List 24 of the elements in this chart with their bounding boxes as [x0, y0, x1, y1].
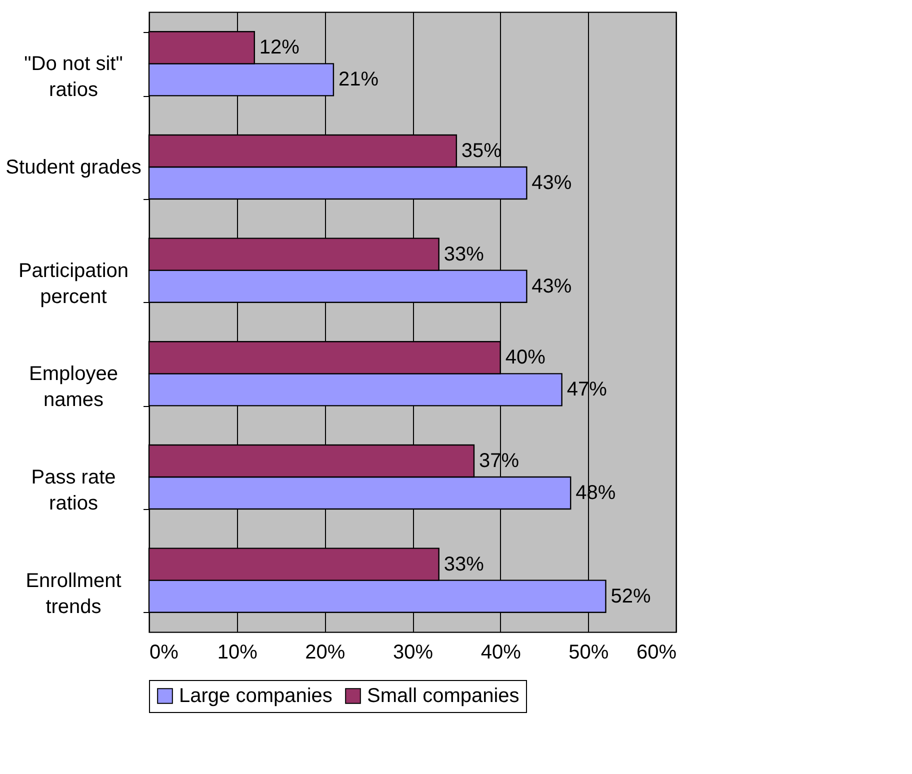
y-tick-label: "Do not sit" ratios: [24, 53, 123, 102]
legend-label: Large companies: [179, 685, 332, 707]
data-label: 33%: [444, 243, 484, 266]
y-tick-label: Enrollment trends: [26, 570, 122, 618]
data-label: 52%: [610, 585, 651, 608]
x-tick-label: 60%: [636, 642, 677, 664]
y-tick-label: Participation percent: [18, 260, 129, 308]
data-label: 43%: [532, 172, 572, 194]
y-tick-label: Employee names: [29, 363, 118, 412]
data-label: 43%: [532, 275, 572, 298]
data-label: 33%: [444, 553, 484, 576]
y-tick-label: Student grades: [6, 156, 142, 178]
x-tick-label: 10%: [217, 642, 258, 664]
legend-label: Small companies: [367, 685, 520, 707]
x-tick-label: 30%: [392, 642, 434, 664]
x-tick-label: 50%: [568, 642, 609, 664]
data-label: 35%: [461, 140, 502, 162]
x-tick-label: 20%: [305, 642, 346, 664]
data-label: 12%: [259, 36, 300, 59]
x-tick-label: 40%: [480, 642, 522, 664]
data-label: 21%: [338, 68, 379, 91]
data-label: 40%: [505, 346, 546, 369]
x-tick-label: 0%: [150, 642, 179, 664]
y-tick-label: Pass rate ratios: [31, 466, 116, 514]
